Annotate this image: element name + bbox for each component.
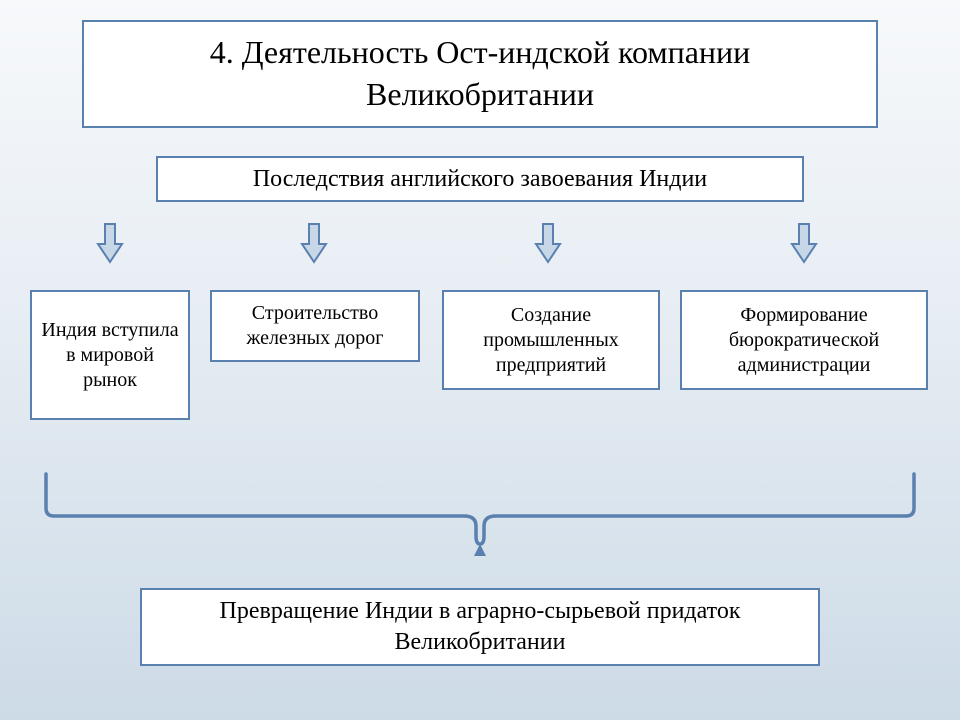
branch-text: Формирование бюрократической администрац…: [688, 303, 920, 378]
branch-text: Строительство железных дорог: [218, 301, 412, 351]
result-box: Превращение Индии в аграрно-сырьевой при…: [140, 588, 820, 666]
branch-text: Создание промышленных предприятий: [450, 303, 652, 378]
branch-box-1: Индия вступила в мировой рынок: [30, 290, 190, 420]
arrow-down-icon: [96, 222, 124, 264]
subtitle-text: Последствия английского завоевания Индии: [253, 166, 707, 193]
title-box: 4. Деятельность Ост-индской компании Вел…: [82, 20, 878, 128]
branch-box-3: Создание промышленных предприятий: [442, 290, 660, 390]
arrow-down-icon: [300, 222, 328, 264]
branch-text: Индия вступила в мировой рынок: [38, 318, 182, 393]
subtitle-box: Последствия английского завоевания Индии: [156, 156, 804, 202]
branch-box-2: Строительство железных дорог: [210, 290, 420, 362]
arrow-down-icon: [534, 222, 562, 264]
branch-box-4: Формирование бюрократической администрац…: [680, 290, 928, 390]
brace-connector: [40, 470, 920, 560]
title-text: 4. Деятельность Ост-индской компании Вел…: [104, 32, 856, 115]
result-text: Превращение Индии в аграрно-сырьевой при…: [172, 596, 788, 658]
arrow-down-icon: [790, 222, 818, 264]
